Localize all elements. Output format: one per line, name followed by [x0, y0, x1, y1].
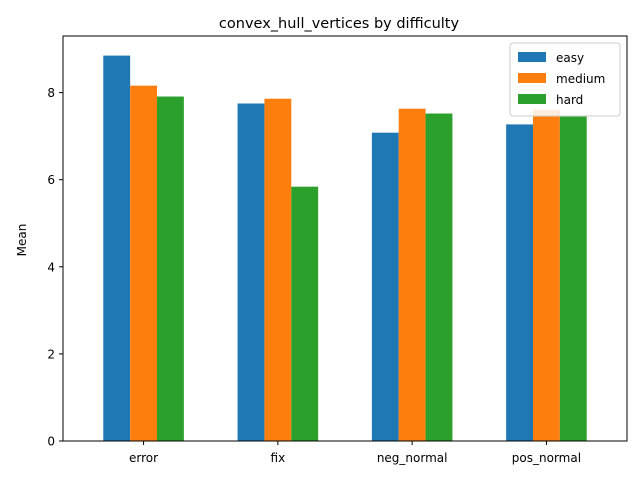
bar-medium-neg_normal	[398, 108, 426, 441]
legend-swatch-hard	[518, 94, 546, 104]
bar-hard-pos_normal	[559, 116, 587, 441]
bar-hard-neg_normal	[425, 113, 453, 442]
y-axis-label: Mean	[15, 224, 29, 257]
y-tick-label: 6	[47, 173, 55, 187]
bar-medium-fix	[264, 98, 292, 442]
bar-hard-error	[157, 96, 184, 441]
legend-label-hard: hard	[556, 93, 583, 107]
y-tick-label: 4	[47, 260, 55, 274]
bar-easy-fix	[237, 103, 265, 441]
x-tick-label: fix	[271, 451, 286, 465]
y-tick-label: 8	[47, 86, 55, 100]
bar-easy-neg_normal	[371, 132, 399, 441]
x-tick-label: pos_normal	[512, 451, 581, 465]
legend-swatch-easy	[518, 52, 546, 62]
bar-easy-error	[103, 55, 131, 441]
y-tick-label: 2	[47, 347, 55, 361]
legend-label-easy: easy	[556, 51, 584, 65]
bars	[103, 55, 587, 442]
bar-easy-pos_normal	[506, 124, 533, 442]
legend-swatch-medium	[518, 73, 546, 83]
bar-medium-error	[130, 85, 157, 442]
bar-medium-pos_normal	[533, 110, 560, 441]
bar-hard-fix	[291, 186, 319, 441]
x-axis-ticks: error fix neg_normal pos_normal	[129, 441, 581, 465]
y-axis-ticks: 0 2 4 6 8	[47, 86, 63, 449]
legend: easy medium hard	[509, 42, 621, 117]
y-tick-label: 0	[47, 435, 55, 449]
x-tick-label: neg_normal	[377, 451, 448, 465]
chart-title: convex_hull_vertices by difficulty	[219, 16, 460, 32]
legend-label-medium: medium	[556, 72, 605, 86]
plot-frame	[62, 35, 628, 442]
x-tick-label: error	[129, 451, 158, 465]
